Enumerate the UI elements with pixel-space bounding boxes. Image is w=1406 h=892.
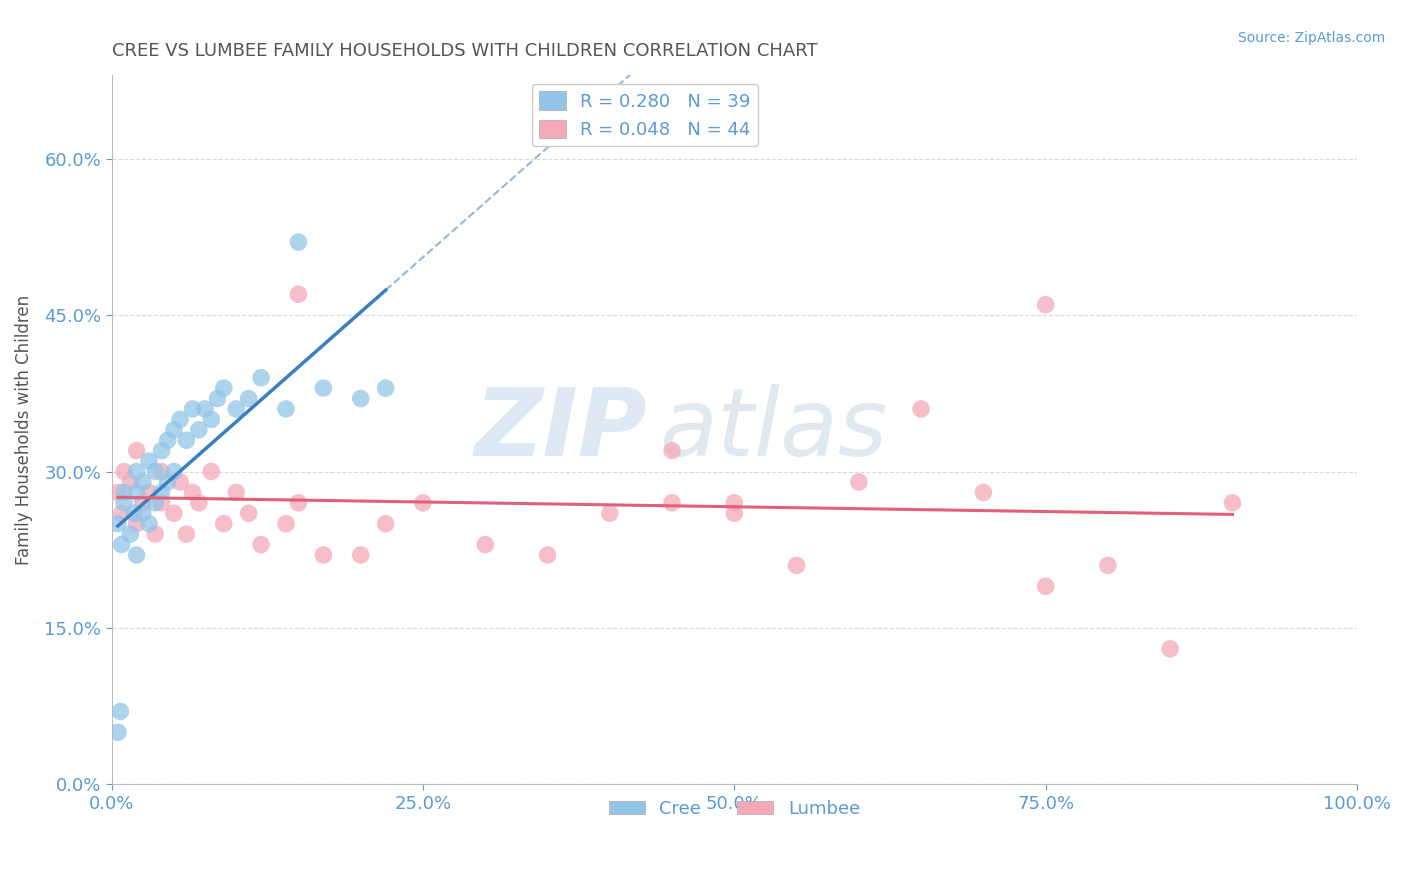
Point xyxy=(107,516,129,531)
Point xyxy=(972,485,994,500)
Point xyxy=(181,401,204,416)
Point xyxy=(110,705,132,719)
Point xyxy=(176,434,198,448)
Point xyxy=(910,401,932,416)
Point xyxy=(125,485,148,500)
Point xyxy=(1097,558,1119,573)
Legend: Cree, Lumbee: Cree, Lumbee xyxy=(602,793,868,825)
Point xyxy=(107,485,129,500)
Point xyxy=(169,412,191,426)
Point xyxy=(112,485,135,500)
Point xyxy=(1035,579,1057,593)
Point xyxy=(200,412,222,426)
Point xyxy=(132,496,155,510)
Point xyxy=(150,485,173,500)
Point xyxy=(125,516,148,531)
Point xyxy=(287,287,309,301)
Point xyxy=(112,465,135,479)
Point xyxy=(138,485,160,500)
Point xyxy=(274,401,297,416)
Point xyxy=(163,423,186,437)
Point xyxy=(143,496,166,510)
Point xyxy=(723,506,745,520)
Point xyxy=(848,475,870,489)
Point xyxy=(1159,641,1181,656)
Point xyxy=(125,465,148,479)
Point xyxy=(723,496,745,510)
Text: CREE VS LUMBEE FAMILY HOUSEHOLDS WITH CHILDREN CORRELATION CHART: CREE VS LUMBEE FAMILY HOUSEHOLDS WITH CH… xyxy=(111,42,817,60)
Point xyxy=(1222,496,1244,510)
Point xyxy=(110,537,132,551)
Point xyxy=(187,423,209,437)
Point xyxy=(150,496,173,510)
Y-axis label: Family Households with Children: Family Households with Children xyxy=(15,294,32,565)
Point xyxy=(1035,298,1057,312)
Point xyxy=(132,506,155,520)
Point xyxy=(661,443,683,458)
Point xyxy=(143,527,166,541)
Point xyxy=(250,537,273,551)
Point xyxy=(312,548,335,562)
Point xyxy=(225,485,247,500)
Point xyxy=(661,496,683,510)
Point xyxy=(138,516,160,531)
Point xyxy=(143,465,166,479)
Point xyxy=(274,516,297,531)
Point xyxy=(412,496,434,510)
Point xyxy=(138,454,160,468)
Point xyxy=(122,506,145,520)
Point xyxy=(125,548,148,562)
Point xyxy=(156,475,179,489)
Point xyxy=(187,496,209,510)
Point xyxy=(287,235,309,249)
Point xyxy=(125,443,148,458)
Point xyxy=(207,392,229,406)
Point xyxy=(786,558,808,573)
Point xyxy=(250,370,273,384)
Point xyxy=(107,725,129,739)
Point xyxy=(212,381,235,395)
Point xyxy=(156,434,179,448)
Point xyxy=(112,496,135,510)
Point xyxy=(225,401,247,416)
Point xyxy=(132,475,155,489)
Text: atlas: atlas xyxy=(659,384,887,475)
Point xyxy=(374,516,396,531)
Point xyxy=(110,506,132,520)
Text: ZIP: ZIP xyxy=(474,384,647,475)
Point xyxy=(181,485,204,500)
Point xyxy=(212,516,235,531)
Point xyxy=(120,475,142,489)
Point xyxy=(169,475,191,489)
Point xyxy=(474,537,496,551)
Point xyxy=(150,443,173,458)
Point xyxy=(312,381,335,395)
Point xyxy=(176,527,198,541)
Point xyxy=(287,496,309,510)
Point xyxy=(350,392,373,406)
Point xyxy=(599,506,621,520)
Point xyxy=(350,548,373,562)
Point xyxy=(238,506,260,520)
Point xyxy=(150,465,173,479)
Point xyxy=(374,381,396,395)
Point xyxy=(120,527,142,541)
Point xyxy=(536,548,558,562)
Point xyxy=(194,401,217,416)
Text: Source: ZipAtlas.com: Source: ZipAtlas.com xyxy=(1237,31,1385,45)
Point xyxy=(238,392,260,406)
Point xyxy=(163,506,186,520)
Point xyxy=(200,465,222,479)
Point xyxy=(163,465,186,479)
